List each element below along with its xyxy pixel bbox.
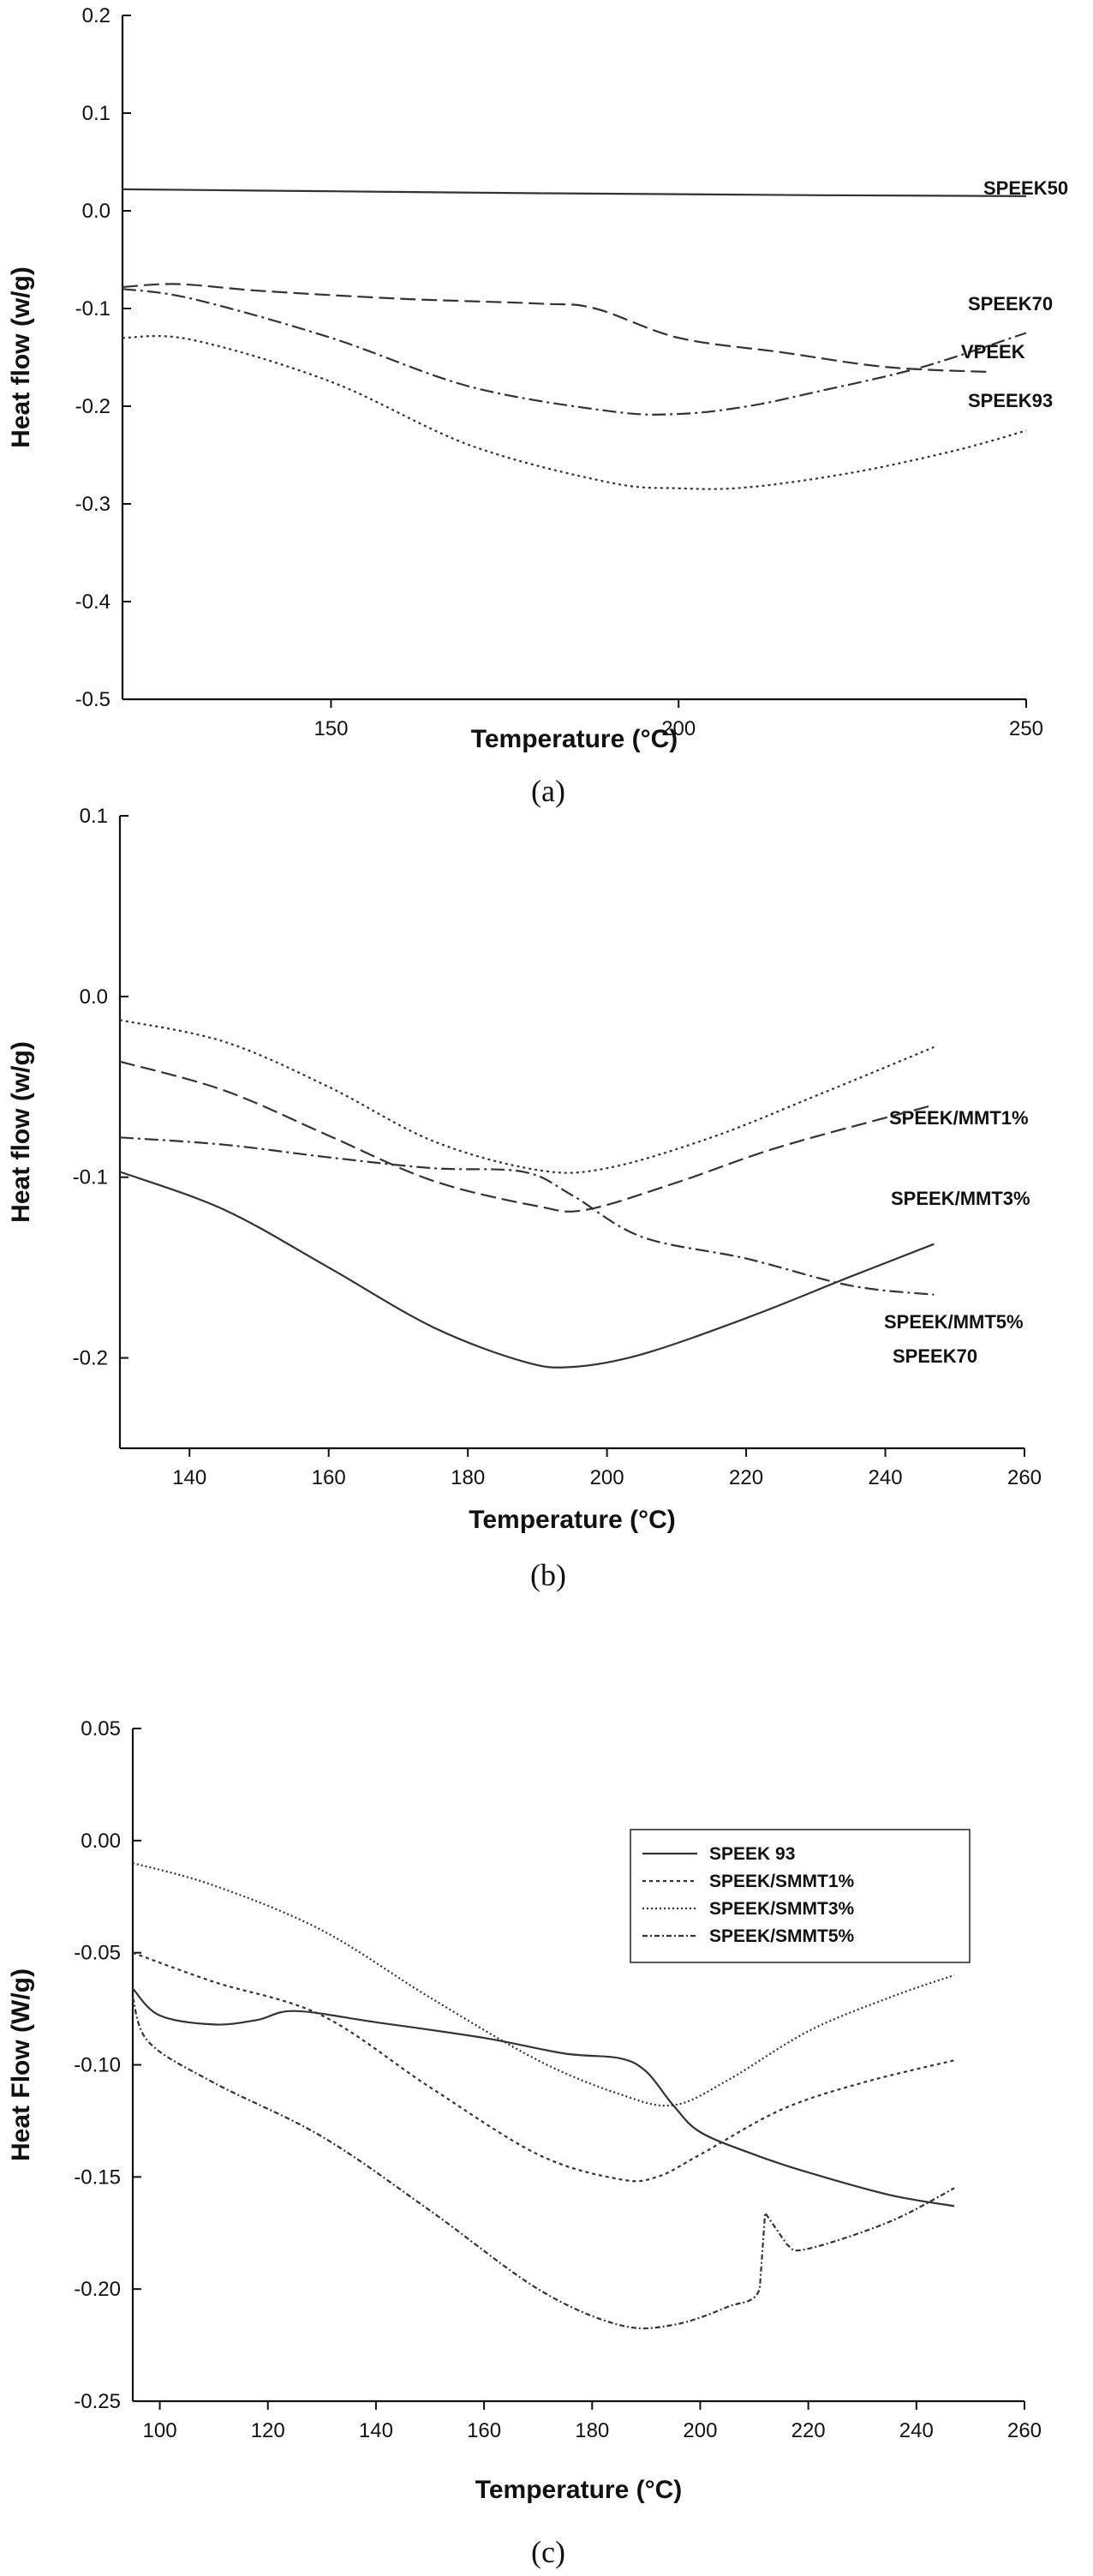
series-line-vpeek xyxy=(122,283,992,374)
y-tick-label: 0.00 xyxy=(81,1830,121,1853)
x-tick-label: 200 xyxy=(683,2419,717,2442)
series-label-vpeek: VPEEK xyxy=(961,341,1025,362)
series-label-speek50: SPEEK50 xyxy=(983,177,1068,199)
series-label-speek-mmt1: SPEEK/MMT1% xyxy=(889,1107,1029,1129)
series-label-speek70: SPEEK70 xyxy=(893,1345,977,1367)
y-tick-label: -0.3 xyxy=(75,493,110,516)
x-axis-label: Temperature (°C) xyxy=(469,1506,675,1534)
panel-caption: (b) xyxy=(530,1558,566,1592)
y-axis-label: Heat flow (w/g) xyxy=(7,1041,35,1223)
y-tick-label: -0.25 xyxy=(74,2390,121,2413)
y-tick-label: 0.0 xyxy=(80,985,108,1009)
x-tick-label: 180 xyxy=(451,1466,485,1489)
x-axis-label: Temperature (°C) xyxy=(475,2476,682,2504)
x-tick-label: 260 xyxy=(1007,1466,1042,1489)
legend-box xyxy=(630,1829,971,1963)
y-tick-label: -0.2 xyxy=(75,395,110,418)
x-tick-label: 120 xyxy=(251,2419,285,2442)
series-line-speek70 xyxy=(122,288,1027,416)
chart-panel-b: 0.1 0.0 -0.1 -0.2 140 160 180 200 220 240 260 Tempe… xyxy=(7,805,1042,1592)
series-line-speek-mmt1 xyxy=(119,1019,935,1174)
legend-entry-speek-93: SPEEK 93 xyxy=(709,1844,795,1864)
chart-panel-a: 0.2 0.1 0.0 -0.1 -0.2 -0.3 -0.4 -0.5 150 200 250 Te… xyxy=(7,4,1068,808)
series-line-speek-mmt5 xyxy=(119,1171,935,1369)
series-label-speek93: SPEEK93 xyxy=(968,390,1053,411)
series-line-speek-smmt5 xyxy=(131,1997,955,2330)
x-axis-label: Temperature (°C) xyxy=(471,725,678,753)
y-tick-label: 0.2 xyxy=(82,4,110,27)
y-tick-label: -0.20 xyxy=(74,2278,121,2301)
x-tick-label: 250 xyxy=(1009,717,1043,740)
x-tick-label: 220 xyxy=(729,1466,763,1489)
y-tick-label: 0.1 xyxy=(80,805,108,828)
x-tick-label: 100 xyxy=(143,2419,177,2442)
x-tick-label: 240 xyxy=(899,2419,934,2442)
series-line-speek70 xyxy=(119,1136,935,1296)
legend: SPEEK 93 SPEEK/SMMT1% SPEEK/SMMT3% SPEEK/SM… xyxy=(630,1829,971,1963)
y-tick-label: -0.15 xyxy=(74,2166,121,2189)
series-line-speek50 xyxy=(122,188,1027,197)
x-tick-label: 160 xyxy=(467,2419,501,2442)
series-line-speek-smmt1 xyxy=(132,1951,955,2183)
series-line-speek93 xyxy=(122,334,1027,490)
y-axis-label: Heat Flow (W/g) xyxy=(7,1968,35,2161)
y-tick-label: -0.10 xyxy=(74,2054,121,2077)
series-label-speek-mmt3: SPEEK/MMT3% xyxy=(891,1188,1030,1209)
series-label-speek70: SPEEK70 xyxy=(968,293,1053,315)
y-tick-label: 0.0 xyxy=(82,200,110,223)
panel-caption: (a) xyxy=(531,774,565,808)
y-tick-label: -0.4 xyxy=(75,590,110,614)
series-line-speek-mmt3 xyxy=(119,1060,935,1213)
y-axis-label: Heat flow (w/g) xyxy=(7,267,35,448)
y-tick-label: -0.2 xyxy=(73,1347,108,1370)
x-tick-label: 180 xyxy=(575,2419,609,2442)
y-tick-label: -0.1 xyxy=(73,1166,108,1189)
legend-entry-speek-smmt5: SPEEK/SMMT5% xyxy=(709,1926,855,1946)
chart-panel-c: 0.05 0.00 -0.05 -0.10 -0.15 -0.20 -0.25 100 120 1… xyxy=(7,1717,1042,2569)
panel-caption: (c) xyxy=(531,2535,565,2569)
x-tick-label: 200 xyxy=(661,717,696,740)
x-tick-label: 140 xyxy=(172,1466,206,1489)
y-tick-label: -0.1 xyxy=(75,297,110,321)
x-tick-label: 150 xyxy=(314,717,348,740)
x-tick-label: 240 xyxy=(869,1466,903,1489)
legend-entry-speek-smmt3: SPEEK/SMMT3% xyxy=(709,1899,855,1919)
x-tick-label: 200 xyxy=(590,1466,624,1489)
y-tick-label: 0.05 xyxy=(81,1717,121,1740)
x-tick-label: 160 xyxy=(312,1466,346,1489)
series-line-speek-smmt3 xyxy=(132,1861,955,2107)
y-tick-label: -0.05 xyxy=(74,1942,121,1965)
y-tick-label: 0.1 xyxy=(82,102,110,125)
x-tick-label: 220 xyxy=(791,2419,826,2442)
series-label-speek-mmt5: SPEEK/MMT5% xyxy=(884,1311,1024,1333)
series-line-speek-93 xyxy=(132,1987,955,2208)
x-tick-label: 260 xyxy=(1007,2419,1042,2442)
y-tick-label: -0.5 xyxy=(75,688,110,711)
x-tick-label: 140 xyxy=(359,2419,393,2442)
legend-entry-speek-smmt1: SPEEK/SMMT1% xyxy=(709,1872,855,1891)
